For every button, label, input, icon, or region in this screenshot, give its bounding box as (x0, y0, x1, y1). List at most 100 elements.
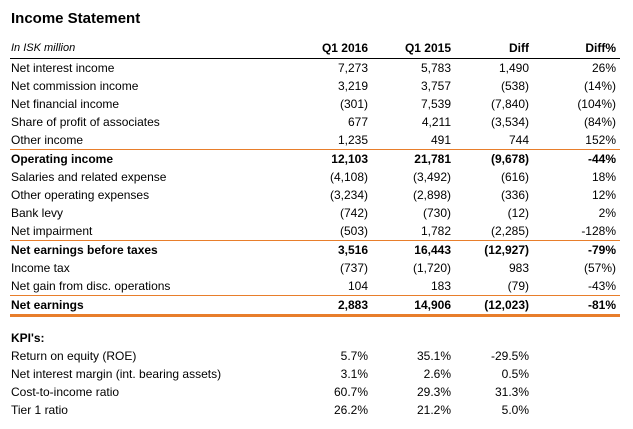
col-header-diff-pct: Diff% (585, 41, 616, 55)
cell-q1-2016: 60.7% (333, 385, 368, 399)
cell-diff-pct: 2% (598, 206, 616, 220)
cell-q1-2016: 7,273 (337, 61, 368, 75)
cell-diff: 744 (508, 133, 529, 147)
cell-diff: (12) (507, 206, 529, 220)
cell-q1-2015: (2,898) (412, 188, 451, 202)
cell-q1-2015: 14,906 (414, 298, 451, 312)
col-header-diff: Diff (509, 41, 529, 55)
cell-diff-pct: -81% (587, 298, 616, 312)
cell-q1-2016: 677 (347, 115, 368, 129)
page-title: Income Statement (11, 10, 141, 27)
cell-diff: 0.5% (501, 367, 529, 381)
cell-q1-2015: 16,443 (414, 243, 451, 257)
cell-diff: (538) (500, 79, 529, 93)
row-label: Net earnings (11, 298, 84, 312)
cell-q1-2015: 491 (430, 133, 451, 147)
cell-diff: 1,490 (498, 61, 529, 75)
cell-diff-pct: 18% (591, 170, 616, 184)
cell-q1-2016: 3.1% (340, 367, 368, 381)
row-label: Other income (11, 133, 84, 147)
cell-diff: (336) (500, 188, 529, 202)
kpi-row: Net interest margin (int. bearing assets… (10, 365, 620, 383)
row-label: Net gain from disc. operations (11, 279, 171, 293)
row-label: Bank levy (11, 206, 64, 220)
row-label: Share of profit of associates (11, 115, 160, 129)
cell-q1-2015: 4,211 (421, 115, 451, 129)
table-row: Operating income 12,103 21,781 (9,678) -… (10, 150, 620, 168)
row-label: Net commission income (11, 79, 139, 93)
cell-diff: (616) (500, 170, 529, 184)
cell-diff: 31.3% (494, 385, 529, 399)
cell-q1-2015: 35.1% (416, 349, 451, 363)
cell-q1-2015: 21.2% (416, 403, 451, 417)
cell-q1-2015: (3,492) (412, 170, 451, 184)
cell-q1-2015: (1,720) (412, 261, 451, 275)
kpi-row: Return on equity (ROE) 5.7% 35.1% -29.5% (10, 347, 620, 365)
cell-q1-2015: (730) (422, 206, 451, 220)
row-label: Net earnings before taxes (11, 243, 158, 257)
row-label: Net impairment (11, 224, 93, 238)
cell-diff-pct (533, 401, 620, 419)
table-row: Net earnings 2,883 14,906 (12,023) -81% (10, 296, 620, 315)
cell-diff-pct: (57%) (583, 261, 616, 275)
table-row: Net interest income 7,273 5,783 1,490 26… (10, 59, 620, 77)
cell-q1-2016: (301) (339, 97, 368, 111)
cell-diff: (79) (507, 279, 529, 293)
total-double-rule (10, 315, 620, 317)
cell-q1-2016: 3,516 (337, 243, 368, 257)
row-label: Cost-to-income ratio (11, 385, 120, 399)
table-row: Share of profit of associates 677 4,211 … (10, 113, 620, 131)
table-row: Net financial income (301) 7,539 (7,840)… (10, 95, 620, 113)
cell-diff-pct: -43% (587, 279, 616, 293)
table-header-row: In ISK million Q1 2016 Q1 2015 Diff Diff… (10, 39, 620, 59)
cell-q1-2015: 3,757 (420, 79, 451, 93)
cell-diff-pct: -44% (587, 152, 616, 166)
cell-diff: (9,678) (490, 152, 529, 166)
table-row: Net gain from disc. operations 104 183 (… (10, 277, 620, 296)
cell-diff: 5.0% (501, 403, 529, 417)
income-statement-table-body: Net interest income 7,273 5,783 1,490 26… (0, 59, 633, 317)
row-label: Operating income (11, 152, 114, 166)
cell-diff: (7,840) (490, 97, 529, 111)
table-row: Net impairment (503) 1,782 (2,285) -128% (10, 222, 620, 241)
cell-q1-2016: (503) (339, 224, 368, 238)
cell-q1-2015: 183 (430, 279, 451, 293)
cell-diff-pct: 152% (585, 133, 616, 147)
row-label: Tier 1 ratio (11, 403, 68, 417)
kpi-row: Cost-to-income ratio 60.7% 29.3% 31.3% (10, 383, 620, 401)
cell-q1-2015: 1,782 (420, 224, 451, 238)
cell-q1-2016: 3,219 (337, 79, 368, 93)
kpi-table-body: Return on equity (ROE) 5.7% 35.1% -29.5%… (0, 347, 633, 419)
unit-label: In ISK million (11, 42, 76, 54)
cell-diff-pct: 12% (591, 188, 616, 202)
cell-q1-2016: 5.7% (340, 349, 368, 363)
cell-diff: (2,285) (490, 224, 529, 238)
col-header-q1-2015: Q1 2015 (404, 41, 451, 55)
table-row: Net earnings before taxes 3,516 16,443 (… (10, 241, 620, 259)
cell-q1-2016: 104 (347, 279, 368, 293)
cell-q1-2016: (737) (339, 261, 368, 275)
col-header-q1-2016: Q1 2016 (321, 41, 368, 55)
cell-diff: (12,023) (484, 298, 529, 312)
cell-q1-2016: 12,103 (331, 152, 368, 166)
row-label: Income tax (11, 261, 70, 275)
cell-q1-2015: 2.6% (423, 367, 451, 381)
cell-q1-2016: (4,108) (329, 170, 368, 184)
cell-diff-pct: (104%) (577, 97, 616, 111)
row-label: Salaries and related expense (11, 170, 167, 184)
table-row: Bank levy (742) (730) (12) 2% (10, 204, 620, 222)
cell-diff: (3,534) (490, 115, 529, 129)
cell-q1-2015: 21,781 (414, 152, 451, 166)
table-row: Other income 1,235 491 744 152% (10, 131, 620, 150)
cell-diff-pct (533, 383, 620, 401)
cell-q1-2015: 5,783 (420, 61, 451, 75)
kpi-heading: KPI's: (11, 331, 45, 345)
cell-q1-2015: 7,539 (420, 97, 451, 111)
cell-q1-2016: (742) (339, 206, 368, 220)
table-row: Salaries and related expense (4,108) (3,… (10, 168, 620, 186)
cell-diff-pct: (84%) (583, 115, 616, 129)
cell-diff: (12,927) (484, 243, 529, 257)
cell-q1-2015: 29.3% (416, 385, 451, 399)
cell-q1-2016: 1,235 (337, 133, 368, 147)
